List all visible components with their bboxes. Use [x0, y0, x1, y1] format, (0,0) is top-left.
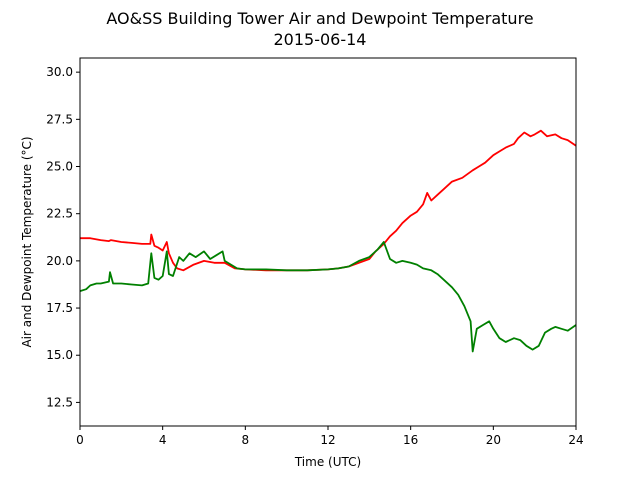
plot-frame: [79, 57, 577, 427]
chart-subtitle: 2015-06-14: [274, 30, 367, 49]
x-tick-label: 4: [159, 433, 167, 447]
y-tick-label: 12.5: [46, 395, 73, 409]
series-line-1: [80, 129, 577, 272]
x-tick-label: 24: [568, 433, 583, 447]
ticks-layer: 0 4 8 12 16 20 24 12.5 15.0 17.5 20.0 22.5 25.0 27.5 3…: [46, 65, 583, 447]
chart-title: AO&SS Building Tower Air and Dewpoint Te…: [106, 9, 533, 28]
x-tick-label: 20: [486, 433, 501, 447]
x-axis-label: Time (UTC): [294, 455, 361, 469]
x-tick-label: 8: [242, 433, 250, 447]
y-tick-label: 20.0: [46, 254, 73, 268]
x-tick-label: 0: [76, 433, 84, 447]
y-tick-label: 30.0: [46, 65, 73, 79]
y-tick-label: 15.0: [46, 348, 73, 362]
y-axis-label: Air and Dewpoint Temperature (°C): [20, 136, 34, 347]
y-tick-label: 17.5: [46, 301, 73, 315]
y-tick-label: 22.5: [46, 207, 73, 221]
y-tick-label: 25.0: [46, 160, 73, 174]
x-tick-label: 12: [320, 433, 335, 447]
x-tick-label: 16: [403, 433, 418, 447]
series-layer: [79, 129, 577, 353]
y-tick-label: 27.5: [46, 112, 73, 126]
series-line-2: [79, 241, 577, 353]
